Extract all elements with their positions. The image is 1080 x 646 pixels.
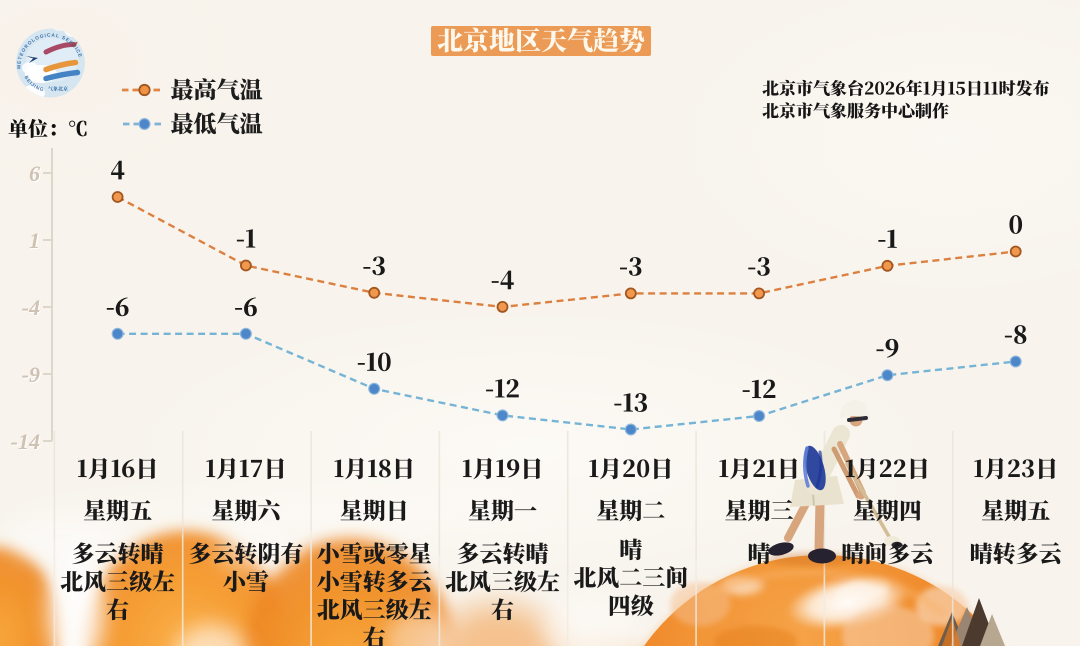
svg-text:-14: -14 bbox=[11, 429, 40, 454]
svg-text:1: 1 bbox=[29, 228, 40, 253]
svg-text:-4: -4 bbox=[22, 295, 40, 320]
svg-text:-14: -14 bbox=[12, 430, 41, 455]
svg-text:6: 6 bbox=[30, 162, 41, 187]
svg-text:1: 1 bbox=[30, 229, 41, 254]
svg-text:-4: -4 bbox=[23, 296, 41, 321]
svg-text:-9: -9 bbox=[23, 363, 41, 388]
svg-text:6: 6 bbox=[29, 161, 40, 186]
svg-text:-9: -9 bbox=[22, 362, 40, 387]
